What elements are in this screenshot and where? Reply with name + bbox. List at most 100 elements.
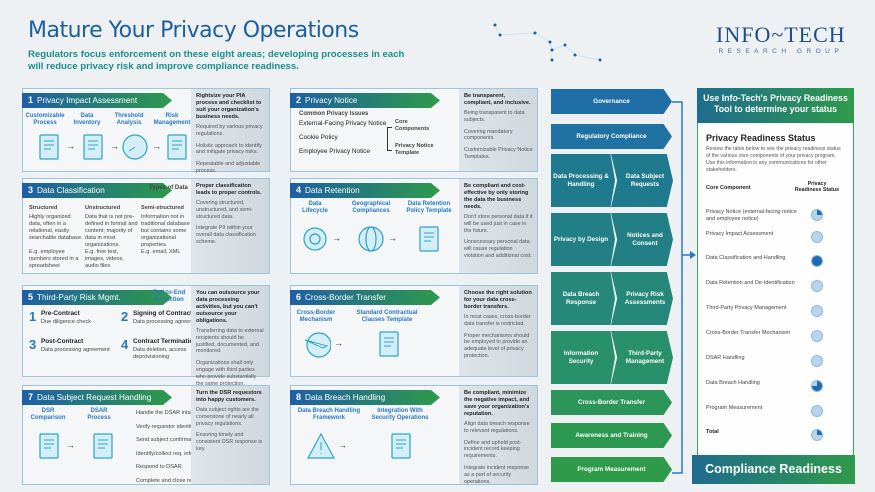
area-box: Data Subject Requests xyxy=(611,154,673,207)
side-lead: Rightsize your PIA process and checklist… xyxy=(196,93,262,120)
area-box: Data Breach Response xyxy=(551,272,615,325)
side-panel: Proper classification leads to proper co… xyxy=(191,179,269,273)
phase-desc: Due diligence check xyxy=(41,319,92,325)
side-paragraph: Transferring data to external recipients… xyxy=(196,328,264,355)
card-cross-border-transfer: 6 Cross-Border Transfer Cross-Border Mech… xyxy=(290,285,538,377)
side-lead: Choose the right solution for your data … xyxy=(464,290,532,310)
data-type-example: E.g. email, XML xyxy=(141,249,181,255)
col-header-status: Privacy Readiness Status xyxy=(794,181,840,193)
process-step: Send subject confirmation req. xyxy=(136,437,212,443)
side-panel: You can outsource your data processing a… xyxy=(191,286,269,387)
side-panel: Be compliant and cost-effective by only … xyxy=(459,179,537,273)
card-third-party-risk: 5 Third-Party Risk Mgmt. End-to-End Prote… xyxy=(22,285,270,387)
step-label: Data Retention Policy Template xyxy=(406,201,452,214)
process-step: Respond to DSAR. xyxy=(136,464,184,470)
status-row-label: Data Retention and De-Identification xyxy=(706,280,795,286)
warning-icon xyxy=(306,432,336,465)
arrow-icon xyxy=(690,251,696,259)
network-decoration-icon xyxy=(493,23,602,62)
server-icon xyxy=(387,432,415,465)
side-panel: Choose the right solution for your data … xyxy=(459,286,537,376)
side-panel: Be compliant, minimize the negative impa… xyxy=(459,386,537,485)
arrow-right-icon: → xyxy=(110,141,119,151)
issue-item: Employee Privacy Notice xyxy=(299,148,371,155)
status-row-label: DSAR Handling xyxy=(706,355,745,361)
step-label: Standard Contractual Clauses Template xyxy=(356,310,418,323)
card-privacy-impact-assessment: 1 Privacy Impact Assessment Customizable … xyxy=(22,88,270,174)
side-paragraph: Align data breach response to relevant r… xyxy=(464,421,530,434)
process-checklist-icon xyxy=(89,432,117,465)
area-box: Regulatory Compliance xyxy=(551,124,672,149)
step-label: Threshold Analysis xyxy=(114,113,144,126)
step-label: Data Lifecycle xyxy=(302,201,328,214)
arrow-right-icon: → xyxy=(388,233,397,243)
status-row-label: Data Classification and Handling xyxy=(706,255,786,261)
data-type-name: Structured xyxy=(29,205,58,211)
readiness-title: Privacy Readiness Status xyxy=(706,133,816,143)
area-box: Notices and Consent xyxy=(611,213,673,266)
card-data-breach-handling: 8 Data Breach Handling Data Breach Handli… xyxy=(290,385,538,485)
data-type-desc: Data that is not pre-defined in format a… xyxy=(85,214,138,248)
side-paragraph: Being transparent to data subjects. xyxy=(464,110,525,123)
card-header: 2 Privacy Notice xyxy=(290,93,440,108)
harvey-ball-icon xyxy=(811,305,823,317)
side-paragraph: Integrate PII within your overall data c… xyxy=(196,225,256,245)
phase-name: Post-Contract xyxy=(41,338,84,345)
step-label: Customizable Process xyxy=(25,113,65,126)
process-step: Complete and close request. xyxy=(136,477,208,484)
checklist-icon xyxy=(35,133,63,166)
side-paragraph: Proper mechanisms should be employed to … xyxy=(464,332,530,359)
side-paragraph: Covering mandatory components. xyxy=(464,128,513,142)
harvey-ball-icon xyxy=(811,355,823,367)
phase-number: 4 xyxy=(121,337,129,352)
phase-desc: Data deletion, access deprovisioning xyxy=(133,347,187,360)
card-header: 7 Data Subject Request Handling xyxy=(22,390,172,405)
status-row-label: Total xyxy=(706,429,719,435)
document-icon xyxy=(415,225,443,258)
side-paragraph: Don't store personal data if it will be … xyxy=(464,214,533,234)
side-paragraph: Repeatable and adjustable process. xyxy=(196,161,261,174)
harvey-ball-icon xyxy=(811,429,823,441)
step-label: DSR Comparison xyxy=(30,408,66,421)
side-panel: Be transparent, compliant, and inclusive… xyxy=(459,89,537,171)
side-paragraph: Data subject rights are the cornerstone … xyxy=(196,407,259,427)
harvey-ball-icon xyxy=(811,405,823,417)
side-lead: Be compliant, minimize the negative impa… xyxy=(464,390,530,417)
side-lead: Turn the DSR requestors into happy custo… xyxy=(196,390,262,403)
step-label: Cross-Border Mechanism xyxy=(296,310,336,323)
compliance-readiness-banner: Compliance Readiness xyxy=(692,455,855,484)
component-item: Core Components xyxy=(395,119,430,132)
arrow-right-icon: → xyxy=(66,440,75,450)
status-row-label: Data Breach Handling xyxy=(706,380,760,386)
connector-lines xyxy=(672,101,696,474)
area-box: Privacy Risk Assessments xyxy=(611,272,673,325)
data-type-name: Semi-structured xyxy=(141,205,184,211)
step-label: Geographical Compliances xyxy=(351,201,391,214)
readiness-intro: Review the table below to see the privac… xyxy=(706,146,841,173)
card-header: 3 Data Classification xyxy=(22,183,172,198)
issue-item: Cookie Policy xyxy=(299,134,338,141)
arrow-right-icon: → xyxy=(152,141,161,151)
area-box: Awareness and Training xyxy=(551,423,672,448)
card-header: 8 Data Breach Handling xyxy=(290,390,440,405)
arrow-right-icon: → xyxy=(334,338,343,348)
area-box: Third-Party Management xyxy=(611,331,673,384)
card-privacy-notice: 2 Privacy Notice Common Privacy Issues Ex… xyxy=(290,88,538,172)
phase-number: 3 xyxy=(29,337,37,352)
side-lead: Proper classification leads to proper co… xyxy=(196,183,262,196)
side-lead: Be compliant and cost-effective by only … xyxy=(464,183,529,210)
card-dsr-handling: 7 Data Subject Request Handling DSR Compa… xyxy=(22,385,270,485)
harvey-ball-icon xyxy=(811,231,823,243)
risk-buildings-icon xyxy=(163,133,191,166)
card-header: 1 Privacy Impact Assessment xyxy=(22,93,172,108)
phase-name: Contract Termination xyxy=(133,338,198,345)
step-label: Data Breach Handling Framework xyxy=(297,408,361,421)
area-box: Data Processing & Handling xyxy=(551,154,615,207)
process-step: Handle the DSAR intake. xyxy=(136,410,199,416)
data-inventory-icon xyxy=(79,133,107,166)
area-box: Governance xyxy=(551,89,672,114)
side-paragraph: Unnecessary personal data will cause reg… xyxy=(464,239,532,259)
phase-name: Pre-Contract xyxy=(41,310,80,317)
readiness-banner: Use Info-Tech's Privacy Readiness Tool t… xyxy=(697,88,854,124)
area-box: Program Measurement xyxy=(551,457,672,482)
